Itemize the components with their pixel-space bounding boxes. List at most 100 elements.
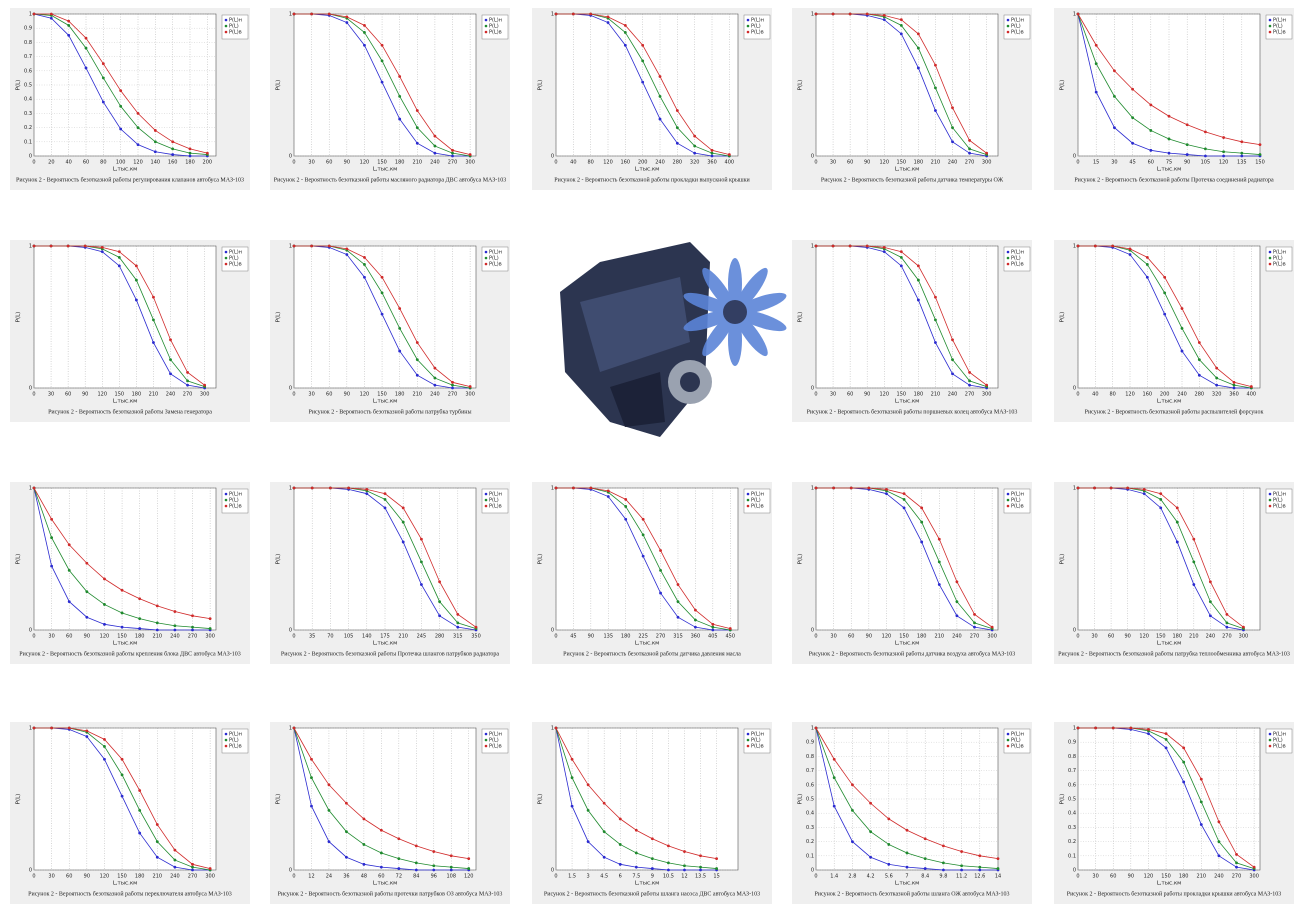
legend-label: P(L)н	[1273, 492, 1286, 498]
x-tick-label: 240	[170, 874, 180, 880]
point-marker	[728, 627, 732, 630]
y-tick-label: 0	[1073, 154, 1076, 160]
x-tick-label: 7.5	[632, 874, 640, 880]
point-marker	[641, 533, 645, 537]
x-tick-label: 12.6	[974, 874, 985, 880]
y-axis-label: P(L)	[276, 312, 282, 323]
point-marker	[1222, 136, 1225, 139]
point-marker	[1109, 486, 1113, 490]
x-tick-label: 245	[417, 634, 427, 640]
point-marker	[887, 843, 891, 846]
x-tick-label: 15	[1093, 160, 1099, 166]
chart-caption: Рисунок 2 - Вероятность безотказной рабо…	[16, 176, 244, 183]
legend-label: P(L)в	[229, 744, 242, 750]
chart-panel: 0 1.4 2.8 4.2 5.6 7 8.4 9.8 11.2 12.6 14 0 0.1 0.2 0.3…	[792, 722, 1032, 904]
point-marker	[865, 12, 869, 16]
x-tick-label: 80	[100, 160, 106, 166]
point-marker	[882, 250, 886, 254]
x-tick-label: 35	[309, 634, 315, 640]
point-marker	[1131, 116, 1134, 120]
point-marker	[814, 726, 818, 730]
y-tick-label: 1	[811, 244, 814, 250]
x-tick-label: 0	[814, 634, 817, 640]
y-axis-label: P(L)	[1060, 794, 1066, 805]
x-tick-label: 60	[1108, 634, 1114, 640]
x-tick-label: 120	[97, 392, 107, 398]
legend-label: P(L)	[489, 256, 499, 262]
fan-blade	[728, 314, 742, 366]
legend-label: P(L)в	[751, 744, 764, 750]
x-tick-label: 150	[377, 160, 387, 166]
legend-label: P(L)в	[1273, 504, 1286, 510]
point-marker	[1217, 840, 1221, 843]
legend-swatch	[746, 18, 750, 22]
point-marker	[169, 358, 172, 361]
x-tick-label: 90	[84, 634, 90, 640]
point-marker	[1204, 147, 1207, 151]
chart-panel: 0 35 70 105 140 175 210 245 280 315 350 0 1 L,тыс.км P…	[270, 482, 510, 664]
point-marker	[401, 506, 405, 510]
x-tick-label: 240	[166, 392, 176, 398]
y-tick-label: 0.4	[24, 97, 32, 103]
point-marker	[398, 94, 402, 98]
x-tick-label: 90	[344, 160, 350, 166]
point-marker	[100, 246, 104, 249]
legend-swatch	[746, 732, 750, 736]
point-marker	[415, 341, 419, 344]
point-marker	[960, 864, 963, 868]
legend-label: P(L)н	[751, 18, 764, 24]
y-tick-label: 0.5	[1068, 797, 1076, 803]
y-tick-label: 0.9	[1068, 740, 1076, 746]
point-marker	[153, 150, 157, 154]
point-marker	[456, 612, 460, 616]
point-marker	[865, 244, 869, 248]
point-marker	[882, 246, 886, 249]
y-tick-label: 1	[289, 244, 292, 250]
point-marker	[710, 151, 714, 155]
point-marker	[327, 12, 331, 16]
point-marker	[1147, 728, 1150, 731]
point-marker	[171, 153, 175, 156]
x-tick-label: 0	[1076, 874, 1079, 880]
point-marker	[1204, 130, 1207, 134]
point-marker	[32, 486, 36, 490]
point-marker	[968, 370, 971, 374]
legend-label: P(L)н	[1273, 250, 1286, 256]
point-marker	[433, 151, 437, 155]
point-marker	[138, 627, 142, 630]
y-tick-label: 0.5	[24, 83, 32, 89]
x-tick-label: 0	[32, 874, 35, 880]
point-marker	[1175, 520, 1179, 524]
legend-swatch	[1006, 262, 1010, 266]
legend-swatch	[1006, 24, 1010, 28]
x-tick-label: 60	[66, 874, 72, 880]
point-marker	[832, 776, 836, 780]
point-marker	[570, 804, 574, 808]
point-marker	[899, 264, 903, 268]
legend-label: P(L)в	[229, 504, 242, 510]
point-marker	[310, 486, 314, 490]
plot-area	[293, 13, 477, 157]
point-marker	[916, 46, 920, 50]
x-tick-label: 240	[655, 160, 665, 166]
point-marker	[641, 43, 645, 47]
point-marker	[1164, 746, 1168, 750]
point-marker	[415, 109, 419, 112]
point-marker	[208, 617, 212, 621]
point-marker	[310, 244, 314, 248]
point-marker	[203, 383, 207, 387]
point-marker	[191, 628, 194, 632]
point-marker	[345, 830, 348, 834]
point-marker	[667, 861, 670, 865]
point-marker	[634, 851, 638, 855]
legend-swatch	[484, 744, 488, 748]
legend-swatch	[746, 492, 750, 496]
x-tick-label: 240	[1206, 634, 1216, 640]
x-tick-label: 180	[621, 634, 631, 640]
point-marker	[414, 844, 418, 848]
chart-caption: Рисунок 2 - Вероятность безотказной рабо…	[809, 650, 1015, 657]
point-marker	[937, 537, 941, 541]
x-tick-label: 270	[970, 634, 980, 640]
x-tick-label: 300	[200, 392, 210, 398]
x-tick-label: 0	[32, 392, 35, 398]
